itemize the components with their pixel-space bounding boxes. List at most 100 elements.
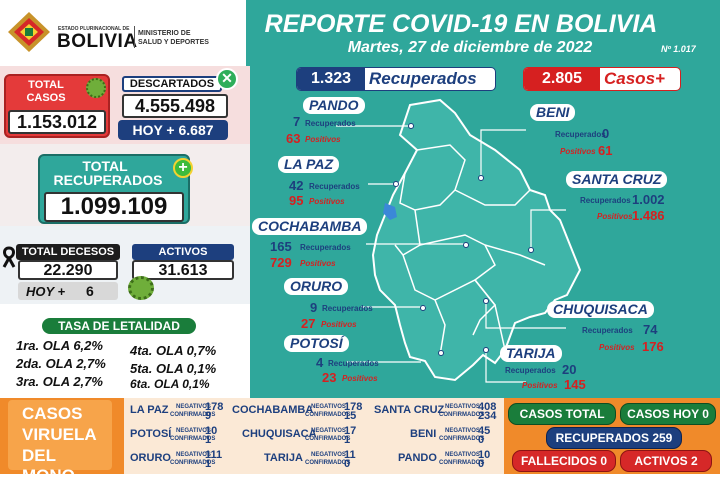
daily-casos-count: 2.805	[524, 68, 600, 90]
viruela-lapaz-conf-label: CONFIRMADOS	[170, 412, 216, 418]
dept-pando-name: PANDO	[303, 97, 365, 114]
descartados-label: DESCARTADOS	[122, 76, 222, 92]
dept-santacruz-pos-label: Positivos	[597, 212, 633, 221]
viruela-city-potosi: POTOSÍ	[130, 428, 172, 440]
viruela-city-tarija: TARIJA	[264, 452, 303, 464]
dept-chuquisaca-recuperados: 74	[643, 322, 658, 337]
map-point-lapaz	[393, 181, 399, 187]
dept-chuquisaca-positivos: 176	[642, 339, 664, 354]
bolivia-coat-of-arms-icon	[6, 10, 52, 54]
viruela-cochabamba-neg-label: NEGATIVOS	[311, 404, 346, 410]
dept-tarija-recuperados: 20	[562, 362, 577, 377]
dept-lapaz-rec-label: Recuperados	[309, 182, 360, 191]
dept-tarija-pos-label: Positivos	[522, 381, 558, 390]
total-casos-label-2: CASOS	[26, 92, 66, 104]
map-connectors	[336, 125, 566, 383]
dept-oruro-pos-label: Positivos	[321, 320, 357, 329]
total-casos-card: TOTAL CASOS 1.153.012	[4, 74, 110, 138]
report-date: Martes, 27 de diciembre de 2022	[347, 39, 593, 56]
viruela-potosi-neg: 10	[205, 425, 218, 437]
map-point-potosi	[438, 350, 444, 356]
viruela-cochabamba-neg: 178	[344, 401, 363, 413]
descartados-hoy: HOY + 6.687	[118, 120, 228, 140]
daily-casos-badge: 2.805 Casos+	[523, 67, 681, 91]
letalidad-ola-6: 6ta. OLA 0,1%	[130, 377, 210, 391]
letalidad-title: TASA DE LETALIDAD	[42, 318, 196, 334]
viruela-beni-conf: 0	[478, 434, 485, 446]
viruela-chuquisaca-conf: 1	[344, 434, 351, 446]
decesos-hoy-value: 6	[86, 283, 94, 299]
map-point-tarija	[483, 347, 489, 353]
viruela-potosi-neg-label: NEGATIVOS	[176, 428, 211, 434]
map-point-pando	[408, 123, 414, 129]
total-casos-label-1: TOTAL	[28, 79, 64, 91]
map-point-santacruz	[528, 247, 534, 253]
viruela-pando-conf: 0	[478, 458, 485, 470]
viruela-oruro-neg-label: NEGATIVOS	[176, 452, 211, 458]
dept-pando-rec-label: Recuperados	[305, 119, 356, 128]
viruela-beni-neg: 45	[478, 425, 491, 437]
viruela-city-cochabamba: COCHABAMBA	[232, 404, 314, 416]
letalidad-ola-2: 2da. OLA 2,7%	[16, 356, 106, 371]
viruela-tarija-conf: 0	[344, 458, 351, 470]
ministry-line-2: SALUD Y DEPORTES	[138, 39, 209, 46]
total-recuperados-card: TOTAL RECUPERADOS + 1.099.109	[38, 154, 193, 224]
viruela-city-oruro: ORURO	[130, 452, 171, 464]
viruela-fallecidos-value: 0	[600, 454, 608, 468]
viruela-pando-conf-label: CONFIRMADOS	[439, 460, 485, 466]
total-recuperados-value: 1.099.109	[44, 192, 184, 222]
viruela-recuperados-value: 259	[652, 431, 673, 445]
viruela-city-lapaz: LA PAZ	[130, 404, 169, 416]
dept-lapaz-positivos: 95	[289, 193, 304, 208]
dept-potosi-positivos: 23	[322, 370, 337, 385]
viruela-tarija-neg: 11	[344, 449, 356, 461]
viruela-casos-total-label: CASOS TOTAL	[519, 407, 605, 421]
dept-santacruz-name: SANTA CRUZ	[566, 171, 668, 188]
viruela-recuperados: RECUPERADOS 259	[546, 427, 682, 449]
viruela-potosi-conf-label: CONFIRMADOS	[170, 436, 216, 442]
dept-beni-pos-label: Positivos	[560, 147, 596, 156]
decesos-value: 22.290	[18, 260, 118, 280]
viruela-lapaz-neg: 178	[205, 401, 224, 413]
dept-tarija-rec-label: Recuperados	[505, 366, 556, 375]
decesos-hoy-label: HOY +	[26, 284, 66, 299]
map-point-cochabamba	[463, 242, 469, 248]
viruela-pando-neg: 10	[478, 449, 491, 461]
dept-beni-name: BENI	[530, 104, 576, 121]
viruela-santacruz-neg-label: NEGATIVOS	[445, 404, 480, 410]
dept-cochabamba-name: COCHABAMBA	[252, 218, 368, 235]
logo-divider	[134, 26, 135, 48]
viruela-santacruz-conf-label: CONFIRMADOS	[439, 412, 485, 418]
viruela-lapaz-neg-label: NEGATIVOS	[176, 404, 211, 410]
dept-beni-positivos: 61	[598, 143, 613, 158]
map-point-chuquisaca	[483, 298, 489, 304]
map-point-oruro	[420, 305, 426, 311]
activos-label: ACTIVOS	[132, 244, 234, 260]
viruela-title-box: CASOS VIRUELA DEL MONO	[8, 400, 112, 485]
dept-pando-pos-label: Positivos	[305, 135, 341, 144]
viruela-recuperados-label: RECUPERADOS	[555, 431, 649, 445]
dept-cochabamba-pos-label: Positivos	[300, 259, 336, 268]
viruela-oruro-conf: 1	[205, 458, 212, 470]
dept-tarija-name: TARIJA	[500, 345, 562, 362]
viruela-oruro-conf-label: CONFIRMADOS	[170, 460, 216, 466]
mourning-ribbon-icon	[2, 246, 16, 268]
viruela-casos-hoy-label: CASOS HOY	[627, 407, 699, 421]
total-casos-value: 1.153.012	[8, 110, 106, 134]
virus-icon	[128, 276, 154, 300]
dept-cochabamba-recuperados: 165	[270, 239, 292, 254]
descartados-x-icon: ✕	[216, 68, 238, 90]
total-recuperados-label-1: TOTAL	[82, 158, 128, 174]
letalidad-ola-3: 3ra. OLA 2,7%	[16, 374, 103, 389]
dept-lapaz-name: LA PAZ	[278, 156, 339, 173]
viruela-casos-total: CASOS TOTAL 261	[508, 403, 616, 441]
dept-beni-rec-label: Recuperados	[555, 130, 606, 139]
daily-recuperados-count: 1.323	[297, 68, 365, 90]
dept-chuquisaca-rec-label: Recuperados	[582, 326, 633, 335]
daily-casos-label: Casos+	[604, 69, 665, 88]
daily-recuperados-label: Recuperados	[369, 69, 477, 88]
viruela-cochabamba-conf-label: CONFIRMADOS	[305, 412, 351, 418]
dept-tarija-positivos: 145	[564, 377, 586, 392]
dept-potosi-name: POTOSÍ	[284, 335, 349, 352]
viruela-city-chuquisaca: CHUQUISACA	[242, 428, 317, 440]
